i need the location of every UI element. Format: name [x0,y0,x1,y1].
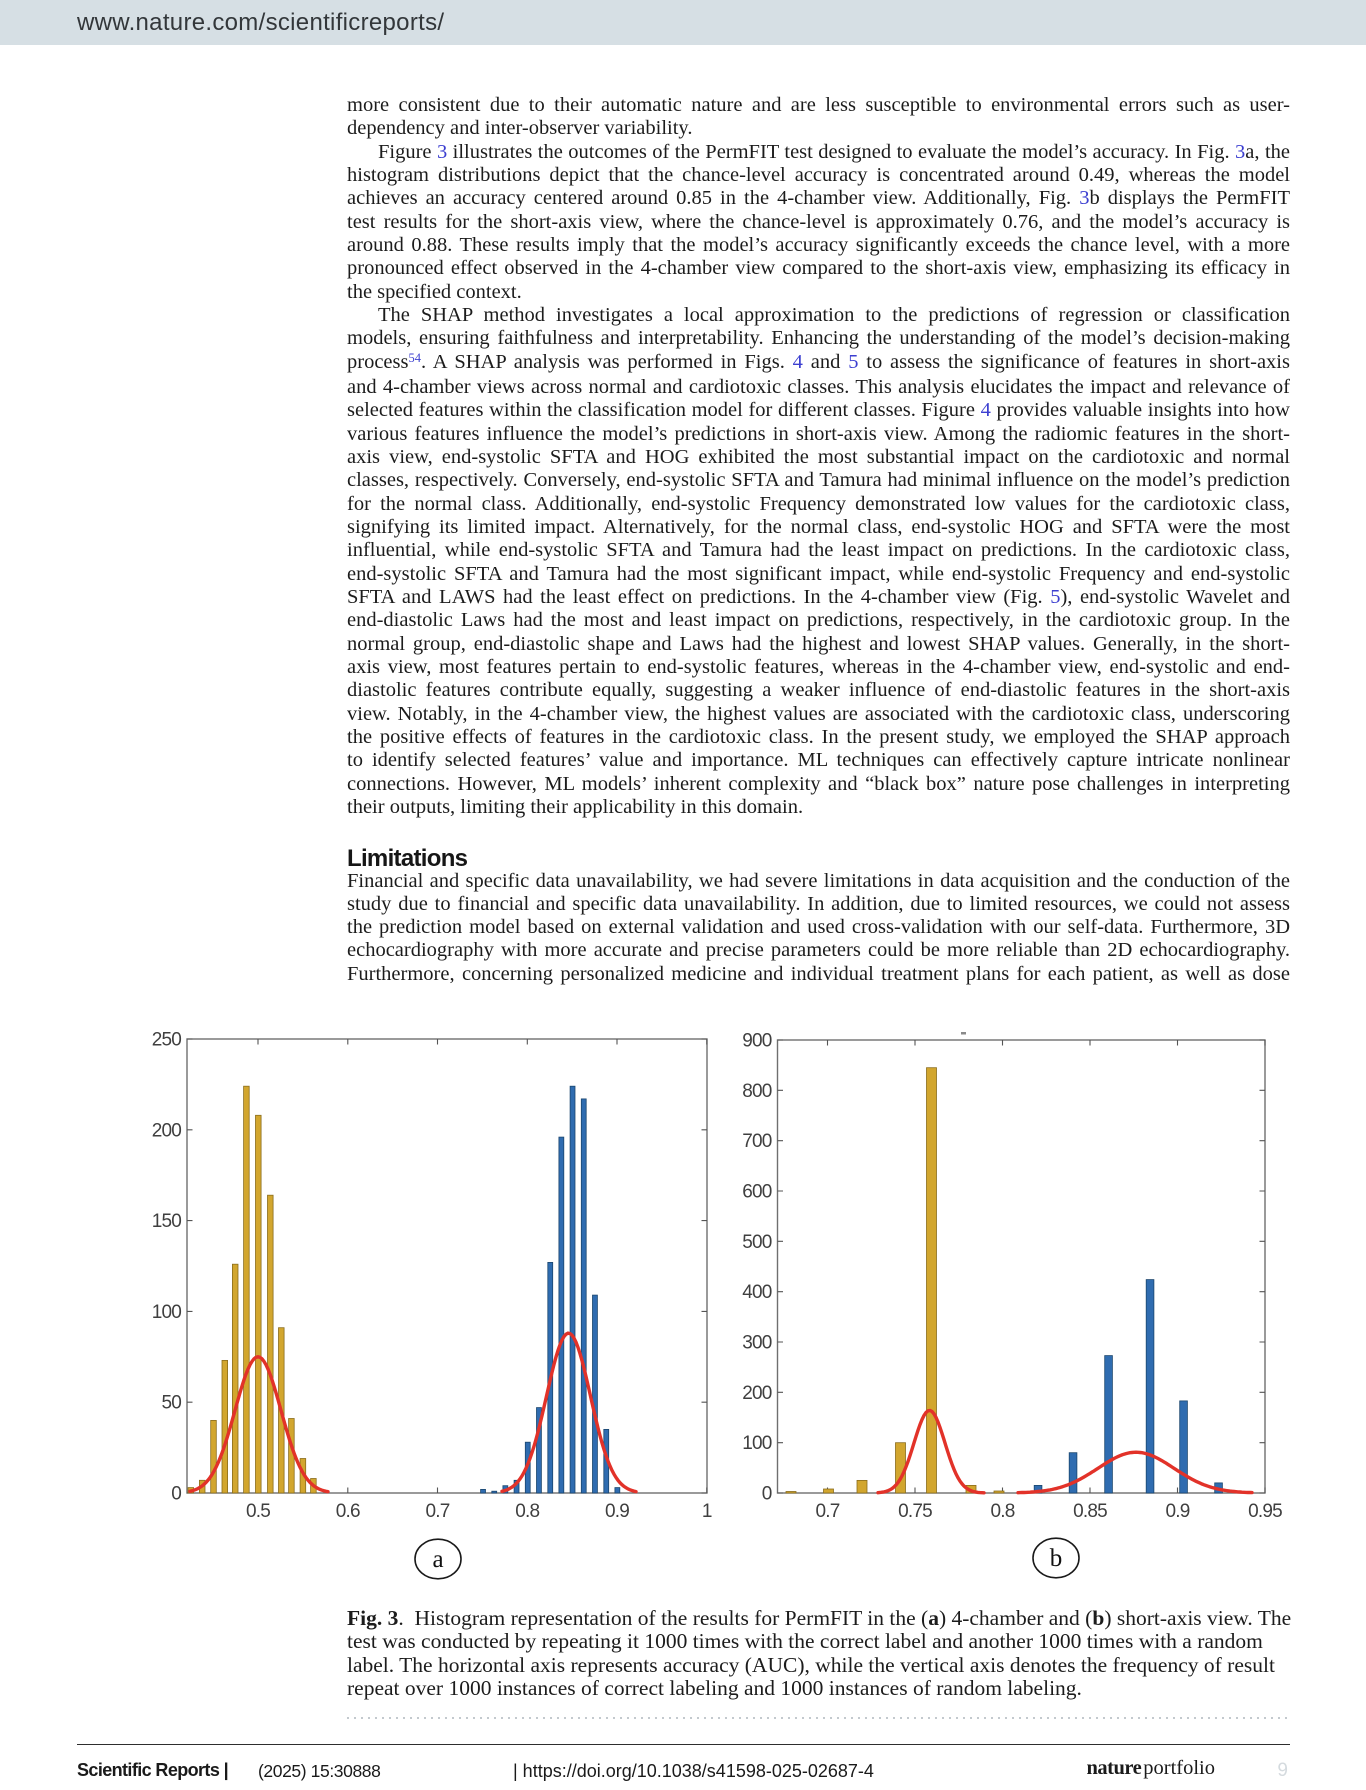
svg-text:1: 1 [702,1501,712,1522]
svg-text:100: 100 [742,1433,772,1454]
svg-text:600: 600 [742,1182,772,1203]
svg-text:0: 0 [762,1484,772,1505]
svg-text:250: 250 [152,1030,182,1051]
svg-text:200: 200 [742,1383,772,1404]
svg-text:50: 50 [161,1393,181,1414]
svg-text:100: 100 [152,1302,182,1323]
svg-text:0.7: 0.7 [815,1501,839,1522]
svg-text:0.5: 0.5 [246,1501,270,1522]
svg-text:0.6: 0.6 [336,1501,360,1522]
svg-text:500: 500 [742,1232,772,1253]
svg-text:700: 700 [742,1131,772,1152]
svg-text:0.9: 0.9 [605,1501,629,1522]
svg-text:900: 900 [742,1031,772,1052]
svg-text:400: 400 [742,1282,772,1303]
svg-text:b: b [1050,1545,1063,1572]
svg-text:0.7: 0.7 [425,1501,449,1522]
svg-text:0: 0 [171,1484,181,1505]
svg-text:0.8: 0.8 [990,1501,1014,1522]
svg-text:150: 150 [152,1211,182,1232]
svg-text:0.75: 0.75 [898,1501,932,1522]
svg-text:0.95: 0.95 [1248,1501,1282,1522]
svg-text:300: 300 [742,1333,772,1354]
svg-text:0.9: 0.9 [1165,1501,1189,1522]
svg-text:0.85: 0.85 [1073,1501,1107,1522]
svg-text:800: 800 [742,1081,772,1102]
svg-text:a: a [432,1546,443,1573]
svg-text:200: 200 [152,1120,182,1141]
svg-text:0.8: 0.8 [515,1501,539,1522]
